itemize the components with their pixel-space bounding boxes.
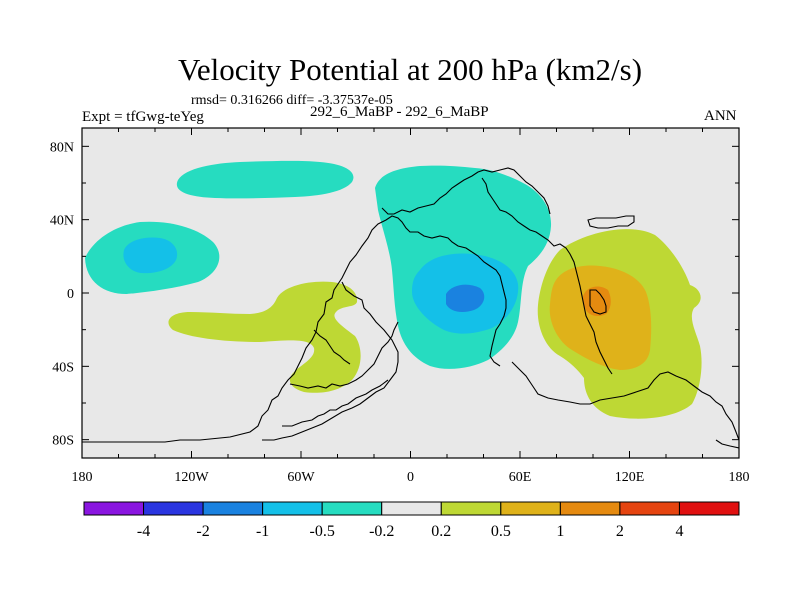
colorbar-bin-8 bbox=[559, 501, 621, 516]
axis-tick-labels: 180 120W 60W 0 60E 120E 180 80N 40N 0 40S 80S bbox=[50, 140, 750, 485]
central-america-inner-coastline bbox=[289, 321, 399, 389]
x-tick-label-5: 120E bbox=[615, 470, 645, 485]
x-tick-label-1: 120W bbox=[174, 470, 209, 485]
asia-coastline bbox=[481, 177, 613, 375]
maritime-island-outline bbox=[589, 289, 607, 315]
africa-inner-core-region bbox=[446, 284, 485, 312]
colorbar-bin-3 bbox=[262, 501, 323, 516]
africa-east-coastline bbox=[471, 251, 507, 367]
chart-title: Velocity Potential at 200 hPa (km2/s) bbox=[177, 52, 643, 87]
x-tick-label-0: 180 bbox=[72, 470, 93, 485]
colorbar-bin-6 bbox=[440, 501, 502, 516]
season-label: ANN bbox=[704, 108, 737, 124]
east-pacific-core-region bbox=[123, 237, 178, 274]
north-pacific-negative-region bbox=[176, 160, 354, 199]
contour-regions bbox=[82, 160, 739, 449]
colorbar-bin-7 bbox=[500, 501, 561, 516]
southeast-asia-coastline bbox=[511, 361, 739, 441]
experiment-label: Expt = tfGwg-teYeg bbox=[82, 109, 204, 125]
colorbar-label-5: 0.2 bbox=[431, 523, 451, 540]
colorbar-label-9: 4 bbox=[675, 523, 683, 540]
colorbar-bin-0 bbox=[83, 501, 145, 516]
colorbar-label-7: 1 bbox=[556, 523, 564, 540]
antarctic-coastline bbox=[715, 439, 739, 449]
south-america-positive-region bbox=[168, 281, 361, 393]
y-tick-label-1: 40N bbox=[50, 214, 74, 229]
colorbar-label-1: -2 bbox=[196, 523, 209, 540]
colorbar: -4 -2 -1 -0.5 -0.2 0.2 0.5 1 2 4 bbox=[83, 501, 740, 540]
colorbar-label-8: 2 bbox=[616, 523, 624, 540]
colorbar-label-0: -4 bbox=[137, 523, 150, 540]
y-tick-label-3: 40S bbox=[52, 360, 74, 375]
x-tick-label-2: 60W bbox=[287, 470, 315, 485]
coastlines bbox=[82, 167, 739, 449]
colorbar-bin-10 bbox=[678, 501, 740, 516]
colorbar-bin-2 bbox=[202, 501, 264, 516]
stats-label: rmsd= 0.316266 diff= -3.37537e-05 bbox=[191, 93, 393, 108]
colorbar-label-3: -0.5 bbox=[310, 523, 335, 540]
colorbar-label-4: -0.2 bbox=[369, 523, 394, 540]
colorbar-bin-1 bbox=[143, 501, 204, 516]
y-tick-label-0: 80N bbox=[50, 140, 74, 155]
colorbar-bin-4 bbox=[321, 501, 383, 516]
x-tick-label-4: 60E bbox=[509, 470, 532, 485]
colorbar-bin-9 bbox=[619, 501, 680, 516]
africa-europe-coastline bbox=[381, 167, 551, 215]
case-label: 292_6_MaBP - 292_6_MaBP bbox=[310, 104, 489, 120]
colorbar-bin-5 bbox=[381, 501, 442, 516]
x-tick-label-3: 0 bbox=[407, 470, 414, 485]
y-tick-label-4: 80S bbox=[52, 434, 74, 449]
x-tick-label-6: 180 bbox=[729, 470, 750, 485]
south-america-west-coastline bbox=[262, 281, 399, 441]
axis-ticks bbox=[81, 128, 740, 458]
mexico-coastline bbox=[313, 329, 351, 365]
y-tick-label-2: 0 bbox=[67, 287, 74, 302]
southern-america-tip-coastline bbox=[282, 379, 389, 427]
colorbar-label-2: -1 bbox=[256, 523, 269, 540]
japan-outline bbox=[587, 215, 635, 229]
americas-coastline bbox=[82, 215, 473, 443]
maritime-core-region bbox=[549, 265, 652, 370]
colorbar-label-6: 0.5 bbox=[491, 523, 511, 540]
